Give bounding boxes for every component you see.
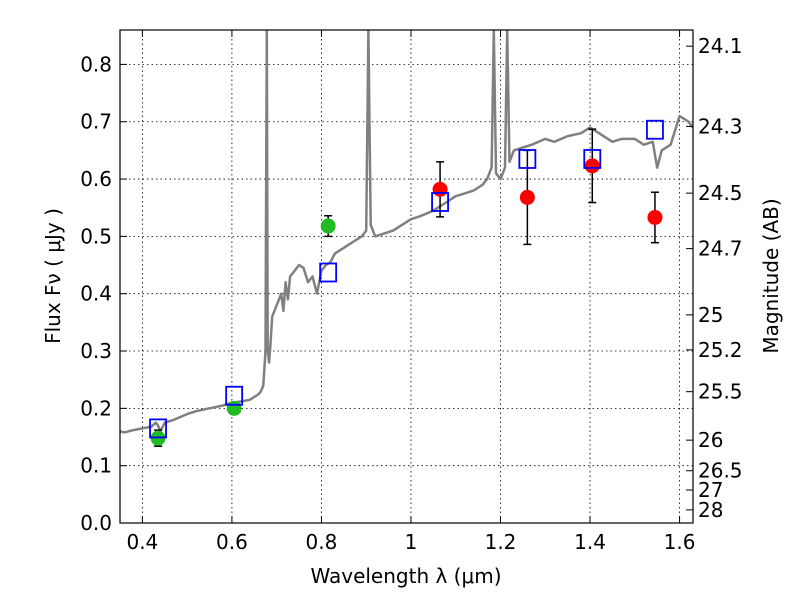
right-axis-tick-label: 24.1 xyxy=(698,34,743,58)
y-tick-label: 0.5 xyxy=(80,224,112,248)
model-band-square xyxy=(431,192,449,212)
model-band-square xyxy=(225,385,244,406)
model-spectrum-layer xyxy=(120,30,693,434)
right-axis-tick-label: 26 xyxy=(698,428,723,452)
y-tick-label: 0.7 xyxy=(80,110,112,134)
marker-layer xyxy=(149,119,664,447)
y-tick-label: 0.6 xyxy=(80,167,112,191)
right-axis-tick-label: 28 xyxy=(698,498,723,522)
green-data-point xyxy=(320,218,336,234)
x-tick-label: 1.4 xyxy=(574,530,606,554)
right-axis-label: Magnitude (AB) xyxy=(759,198,783,353)
y-tick-label: 0.0 xyxy=(80,511,112,535)
right-axis-tick-label: 25.2 xyxy=(698,338,743,362)
x-tick-label: 1 xyxy=(405,530,418,554)
right-axis-tick-label: 26.5 xyxy=(698,459,743,483)
model-band-square xyxy=(646,119,664,140)
x-tick-label: 0.8 xyxy=(306,530,338,554)
y-tick-label: 0.4 xyxy=(80,282,112,306)
right-axis-tick-label: 27 xyxy=(698,478,723,502)
right-axis-tick-label: 24.5 xyxy=(698,181,743,205)
grid xyxy=(120,30,693,524)
ticks xyxy=(120,30,693,524)
y-tick-label: 0.3 xyxy=(80,339,112,363)
right-axis-tick-label: 25 xyxy=(698,303,723,327)
x-axis-label: Wavelength λ (μm) xyxy=(310,564,501,588)
y-axis-label: Flux Fν ( μJy ) xyxy=(41,208,65,344)
plot-frame xyxy=(119,29,694,524)
model-band-square xyxy=(583,149,602,169)
tick-labels: 0.4 0.6 0.8 1 1.2 1.4 1.6 0.0 0.1 0.2 0.3 0.4 0.5 0.6… xyxy=(80,34,742,554)
model-band-square xyxy=(149,418,167,439)
right-axis-tick-label: 25.5 xyxy=(698,380,743,404)
right-axis-tick-label: 24.3 xyxy=(698,114,743,138)
x-tick-label: 0.6 xyxy=(216,530,248,554)
green-data-point xyxy=(226,400,242,416)
model-spectrum-line xyxy=(120,30,693,434)
x-tick-label: 1.6 xyxy=(664,530,696,554)
red-data-point xyxy=(432,181,448,197)
x-tick-label: 1.2 xyxy=(485,530,517,554)
red-data-point xyxy=(519,189,535,205)
model-band-square xyxy=(518,149,537,169)
y-tick-label: 0.2 xyxy=(80,396,112,420)
right-axis-tick-label: 24.7 xyxy=(698,237,743,261)
y-tick-label: 0.8 xyxy=(80,52,112,76)
red-data-point xyxy=(647,209,663,225)
model-band-square xyxy=(319,262,338,283)
red-data-point xyxy=(584,158,600,174)
y-tick-label: 0.1 xyxy=(80,454,112,478)
x-tick-label: 0.4 xyxy=(126,530,158,554)
